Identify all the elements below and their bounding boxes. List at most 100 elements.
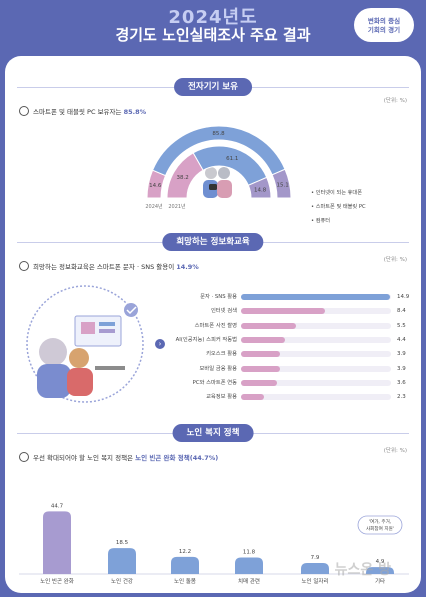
bar-row: 모바일 금융 활용 3.9 bbox=[165, 364, 415, 374]
bar-value-label: 14.9 bbox=[397, 294, 410, 300]
bar-value-label: 2.3 bbox=[397, 394, 406, 401]
question-welfare: 우선 확대되어야 할 노인 복지 정책은 노인 빈곤 완화 정책(44.7%) bbox=[19, 452, 218, 463]
legend-item-phone: • 인터넷이 되는 휴대폰 bbox=[311, 190, 362, 196]
arc-value-label: 85.8 bbox=[212, 131, 225, 137]
bar-track bbox=[241, 351, 391, 358]
question-text: 스마트폰 및 태블릿 PC 보유자는 bbox=[33, 108, 124, 116]
annotation-text: '여가, 주거, bbox=[369, 518, 392, 525]
bar-value-label: 44.7 bbox=[51, 503, 64, 509]
legend-item-smartphone: • 스마트폰 및 태블릿 PC bbox=[311, 204, 366, 210]
section-title: 희망하는 정보화교육 bbox=[162, 233, 264, 251]
arc-value-label: 61.1 bbox=[226, 156, 238, 162]
bar-category-label: 노인 일자리 bbox=[301, 577, 328, 585]
bar-track bbox=[241, 322, 391, 329]
question-text: 희망하는 정보화교육은 스마트폰 문자 · SNS 활용이 bbox=[33, 263, 177, 271]
bar-value-label: 4.4 bbox=[397, 336, 406, 343]
unit-label: (단위: %) bbox=[383, 98, 407, 104]
bar-fill bbox=[241, 365, 280, 372]
legend-item-computer: • 컴퓨터 bbox=[311, 218, 331, 224]
page-header: 2024년도 경기도 노인실태조사 주요 결과 변화의 중심 기회의 경기 bbox=[0, 0, 426, 50]
bar-track bbox=[241, 336, 391, 343]
bar-row: 스마트폰 사진 촬영 5.5 bbox=[165, 321, 415, 331]
bar-value-label: 4.9 bbox=[376, 559, 385, 565]
bar-track bbox=[241, 365, 391, 372]
bar-track bbox=[241, 394, 391, 401]
section-title: 노인 복지 정책 bbox=[172, 424, 254, 442]
bar-fill bbox=[241, 322, 296, 329]
bar-fill bbox=[241, 336, 285, 343]
arc-value-label: 38.2 bbox=[177, 175, 189, 181]
question-highlight: 85.8% bbox=[123, 108, 147, 116]
badge-line-2: 기회의 경기 bbox=[367, 26, 401, 35]
ring-year-label: 2021년 bbox=[168, 203, 186, 210]
unit-label: (단위: %) bbox=[383, 257, 407, 263]
elderly-couple-illustration bbox=[203, 167, 232, 198]
bar-row: 문자 · SNS 활용 14.9 bbox=[165, 292, 415, 302]
page-title: 경기도 노인실태조사 주요 결과 bbox=[115, 26, 311, 44]
bar-category-label: 키오스크 활용 bbox=[206, 351, 237, 358]
question-education: 희망하는 정보화교육은 스마트폰 문자 · SNS 활용이 14.9% bbox=[19, 261, 199, 272]
bar-value-label: 3.9 bbox=[397, 365, 406, 372]
bar-value-label: 5.5 bbox=[397, 322, 406, 329]
bar-value-label: 7.9 bbox=[311, 555, 320, 561]
bar bbox=[108, 548, 136, 574]
bar-fill bbox=[241, 379, 277, 386]
bar-value-label: 8.4 bbox=[397, 308, 406, 315]
bar-fill bbox=[241, 351, 280, 358]
arrow-icon: › bbox=[155, 339, 165, 349]
arc-segment bbox=[247, 176, 272, 199]
question-icon bbox=[19, 261, 29, 271]
content-card: 전자기기 보유 (단위: %) 스마트폰 및 태블릿 PC 보유자는 85.8%… bbox=[5, 56, 421, 593]
section-header-education: 희망하는 정보화교육 bbox=[5, 233, 421, 251]
bar-category-label: 노인 빈곤 완화 bbox=[40, 577, 74, 585]
section-header-welfare: 노인 복지 정책 bbox=[5, 424, 421, 442]
bar-value-label: 18.5 bbox=[116, 540, 129, 546]
question-highlight: 14.9% bbox=[176, 263, 199, 271]
question-text: 우선 확대되어야 할 노인 복지 정책은 bbox=[33, 454, 136, 462]
annotation-text: 사회참여 지원' bbox=[366, 525, 394, 532]
bar bbox=[235, 557, 263, 574]
bar-category-label: 모바일 금융 활용 bbox=[199, 365, 237, 372]
bar-track bbox=[241, 294, 391, 300]
watermark: 뉴스온 방 bbox=[334, 562, 391, 578]
section-header-devices: 전자기기 보유 bbox=[5, 78, 421, 96]
bar-category-label: 기타 bbox=[375, 577, 385, 585]
bar-category-label: PC와 스마트폰 연동 bbox=[192, 379, 237, 386]
question-devices: 스마트폰 및 태블릿 PC 보유자는 85.8% bbox=[19, 106, 146, 117]
bar-row: PC와 스마트폰 연동 3.6 bbox=[165, 378, 415, 388]
arc-value-label: 15.1 bbox=[277, 183, 289, 189]
device-legend: • 인터넷이 되는 휴대폰 • 스마트폰 및 태블릿 PC • 컴퓨터 bbox=[311, 186, 366, 228]
arc-value-label: 14.8 bbox=[254, 188, 267, 194]
header-year: 2024년도 bbox=[168, 7, 258, 28]
bar-category-label: AI(인공지능) 스피커 작동법 bbox=[175, 336, 237, 343]
ring-year-label: 2024년 bbox=[145, 203, 163, 210]
bar-value-label: 3.9 bbox=[397, 351, 406, 358]
arc-value-label: 14.6 bbox=[149, 183, 162, 189]
slogan-badge: 변화의 중심 기회의 경기 bbox=[354, 8, 414, 42]
bar-category-label: 노인 건강 bbox=[111, 578, 133, 585]
education-illustration bbox=[26, 285, 144, 403]
bar-row: AI(인공지능) 스피커 작동법 4.4 bbox=[165, 335, 415, 345]
bar bbox=[366, 567, 394, 574]
bar-category-label: 스마트폰 사진 촬영 bbox=[194, 322, 237, 329]
bar-track bbox=[241, 379, 391, 386]
bar-value-label: 11.8 bbox=[243, 549, 256, 555]
bar-category-label: 노인 돌봄 bbox=[174, 578, 196, 585]
badge-line-1: 변화의 중심 bbox=[367, 17, 401, 25]
device-ownership-chart: 14.6 85.8 15.1 2024년 38.2 61.1 14.8 2021년 bbox=[145, 125, 292, 210]
bar-value-label: 3.6 bbox=[397, 379, 406, 386]
bar-row: 인터넷 검색 8.4 bbox=[165, 306, 415, 316]
bar bbox=[301, 562, 329, 574]
bar bbox=[43, 511, 71, 574]
bar-fill bbox=[241, 394, 264, 401]
bar-category-label: 교육정보 활용 bbox=[206, 394, 237, 401]
question-icon bbox=[19, 452, 29, 462]
arc-segment bbox=[271, 168, 292, 199]
bar-category-label: 치매 관련 bbox=[238, 577, 260, 585]
section-title: 전자기기 보유 bbox=[174, 78, 252, 96]
question-icon bbox=[19, 106, 29, 116]
unit-label: (단위: %) bbox=[383, 448, 407, 454]
bar bbox=[171, 556, 199, 574]
bar-category-label: 문자 · SNS 활용 bbox=[200, 294, 237, 300]
bar-fill bbox=[241, 294, 390, 300]
